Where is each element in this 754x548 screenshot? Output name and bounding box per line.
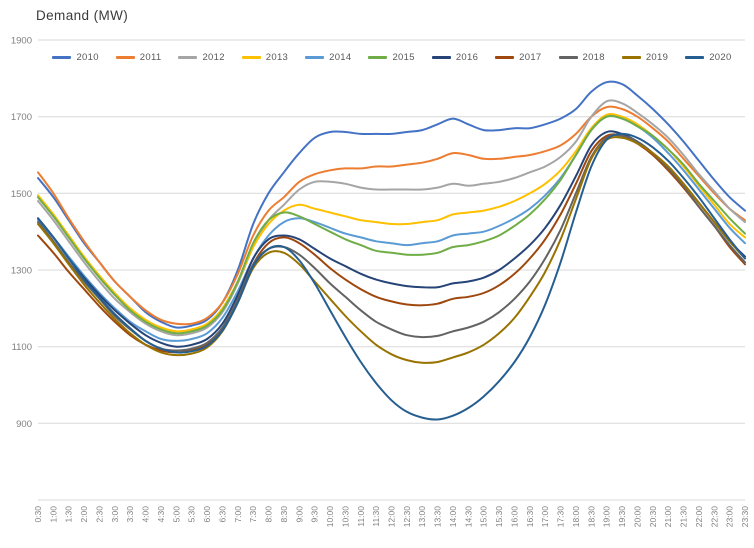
x-tick-label: 17:00 <box>540 506 550 528</box>
x-tick-label: 4:00 <box>141 506 151 523</box>
chart-legend: 2010 2011 2012 2013 2014 2015 2016 2017 2018 2019… <box>40 52 744 63</box>
legend-item-2010: 2010 <box>52 52 98 63</box>
legend-label: 2011 <box>139 52 162 63</box>
x-tick-label: 16:30 <box>525 506 535 528</box>
x-tick-label: 12:00 <box>387 506 397 528</box>
x-tick-label: 2:00 <box>79 506 89 523</box>
x-tick-label: 10:00 <box>325 506 335 528</box>
legend-line-swatch <box>621 56 641 59</box>
series-line-2013 <box>37 113 746 333</box>
x-tick-label: 23:00 <box>725 506 735 528</box>
x-tick-label: 14:00 <box>448 506 458 528</box>
y-tick-label: 1300 <box>11 266 32 277</box>
x-tick-label: 18:00 <box>571 506 581 528</box>
legend-label: 2014 <box>329 52 352 63</box>
legend-label: 2016 <box>455 52 479 63</box>
legend-item-2019: 2019 <box>621 52 669 63</box>
x-tick-label: 5:30 <box>187 506 197 523</box>
legend-line-swatch <box>241 56 261 59</box>
x-tick-label: 5:00 <box>171 506 181 523</box>
series-line-2012 <box>37 99 746 337</box>
x-tick-label: 13:30 <box>433 506 443 528</box>
x-tick-label: 16:00 <box>510 506 520 528</box>
x-tick-label: 7:30 <box>248 506 258 523</box>
legend-line-swatch <box>115 56 135 59</box>
x-tick-label: 22:00 <box>694 506 704 528</box>
series-line-2015 <box>37 114 746 335</box>
x-tick-label: 17:30 <box>556 506 566 528</box>
x-tick-label: 21:00 <box>663 506 673 528</box>
legend-item-2011: 2011 <box>115 52 162 63</box>
x-tick-label: 8:00 <box>264 506 274 523</box>
x-tick-label: 19:00 <box>602 506 612 528</box>
chart-title: Demand (MW) <box>36 8 129 23</box>
legend-item-2020: 2020 <box>685 52 731 63</box>
legend-item-2012: 2012 <box>178 52 224 63</box>
x-tick-label: 15:30 <box>494 506 504 528</box>
x-tick-label: 0:30 <box>33 506 43 523</box>
legend-line-swatch <box>305 56 325 59</box>
legend-line-swatch <box>368 56 388 59</box>
x-tick-label: 13:00 <box>417 506 427 528</box>
legend-line-swatch <box>52 56 72 59</box>
x-tick-label: 20:30 <box>648 506 658 528</box>
series-line-2014 <box>37 114 746 342</box>
legend-label: 2015 <box>392 52 415 63</box>
series-line-2010 <box>37 80 746 329</box>
series-line-2020 <box>37 132 746 421</box>
x-tick-label: 22:30 <box>709 506 719 528</box>
legend-item-2017: 2017 <box>495 52 541 63</box>
x-tick-label: 2:30 <box>95 506 105 523</box>
legend-line-swatch <box>431 56 451 59</box>
x-tick-label: 20:00 <box>632 506 642 528</box>
legend-line-swatch <box>495 56 515 59</box>
x-tick-label: 8:30 <box>279 506 289 523</box>
x-tick-label: 19:30 <box>617 506 627 528</box>
legend-label: 2010 <box>76 52 99 63</box>
x-tick-label: 15:00 <box>479 506 489 528</box>
x-tick-label: 6:00 <box>202 506 212 523</box>
y-tick-label: 900 <box>16 419 32 430</box>
legend-item-2018: 2018 <box>558 52 605 63</box>
x-tick-label: 11:00 <box>356 506 366 527</box>
legend-label: 2012 <box>202 52 225 63</box>
x-tick-label: 23:30 <box>740 506 750 528</box>
legend-item-2016: 2016 <box>431 52 479 63</box>
x-tick-label: 18:30 <box>586 506 596 528</box>
x-tick-label: 4:30 <box>156 506 166 523</box>
x-tick-label: 7:00 <box>233 506 243 523</box>
series-line-2011 <box>37 105 746 326</box>
legend-item-2013: 2013 <box>241 52 289 63</box>
x-tick-label: 6:30 <box>217 506 227 523</box>
legend-line-swatch <box>558 56 578 59</box>
x-tick-label: 3:00 <box>110 506 120 523</box>
y-tick-label: 1100 <box>12 342 32 353</box>
x-tick-label: 1:30 <box>64 506 74 523</box>
x-tick-label: 9:00 <box>294 506 304 523</box>
legend-label: 2018 <box>582 52 605 63</box>
series-line-2016 <box>37 130 746 348</box>
legend-item-2015: 2015 <box>368 52 415 63</box>
series-line-2019 <box>37 136 746 364</box>
legend-label: 2013 <box>265 52 289 63</box>
legend-label: 2017 <box>519 52 542 63</box>
x-tick-label: 12:30 <box>402 506 412 528</box>
legend-line-swatch <box>178 56 198 59</box>
legend-label: 2019 <box>645 52 669 63</box>
legend-label: 2020 <box>709 52 732 63</box>
legend-line-swatch <box>685 56 705 59</box>
y-tick-label: 1500 <box>11 189 32 200</box>
x-tick-label: 21:30 <box>679 506 689 528</box>
x-tick-label: 11:30 <box>371 506 381 527</box>
x-tick-label: 9:30 <box>310 506 320 523</box>
y-tick-label: 1900 <box>11 36 32 47</box>
x-tick-label: 10:30 <box>340 506 350 528</box>
x-tick-label: 14:30 <box>463 506 473 528</box>
legend-item-2014: 2014 <box>305 52 351 63</box>
x-tick-label: 1:00 <box>48 506 58 523</box>
x-tick-label: 3:30 <box>125 506 135 523</box>
y-tick-label: 1700 <box>11 112 32 123</box>
